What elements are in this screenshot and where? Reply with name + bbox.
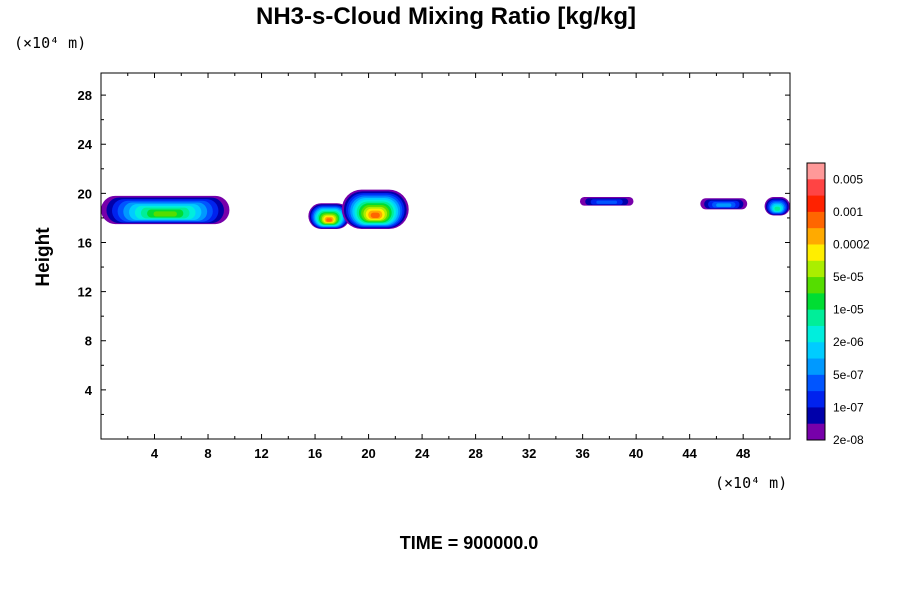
plot-frame [100, 72, 791, 440]
colorbar-swatch [807, 228, 825, 245]
cloud-region [101, 195, 230, 225]
y-tick-label: 4 [85, 383, 93, 398]
x-tick-label: 16 [308, 446, 322, 461]
y-tick-label: 8 [85, 334, 92, 349]
x-tick-label: 44 [682, 446, 697, 461]
cloud-region [308, 203, 350, 229]
y-tick-label: 24 [78, 137, 93, 152]
colorbar-swatch [807, 260, 825, 278]
y-axis-label: Height [33, 227, 54, 287]
colorbar-swatch [807, 211, 825, 229]
x-tick-label: 4 [151, 446, 159, 461]
x-tick-label: 20 [361, 446, 375, 461]
y-unit-label: (×10⁴ m) [14, 34, 86, 52]
cloud-region [764, 197, 790, 216]
cloud-contour-level [153, 211, 177, 217]
plot-data-layer [101, 189, 790, 229]
x-tick-label: 24 [415, 446, 430, 461]
y-tick-label: 20 [78, 186, 92, 201]
cloud-region [700, 198, 748, 210]
cloud-region [341, 189, 409, 229]
colorbar-swatch [807, 423, 825, 441]
time-label: TIME = 900000.0 [400, 533, 539, 553]
colorbar-swatch [807, 358, 825, 376]
colorbar-swatch [807, 277, 825, 294]
colorbar-swatch [807, 244, 825, 262]
cloud-contour-level [326, 218, 332, 222]
x-tick-label: 28 [468, 446, 482, 461]
x-tick-label: 48 [736, 446, 750, 461]
colorbar-label: 0.001 [833, 205, 863, 219]
colorbar-swatch [807, 179, 825, 196]
colorbar-swatch [807, 195, 825, 213]
cloud-contour-level [596, 200, 618, 204]
colorbar-swatch [807, 391, 825, 408]
x-tick-label: 40 [629, 446, 643, 461]
colorbar-swatch [807, 293, 825, 311]
colorbar-label: 5e-07 [833, 368, 864, 382]
colorbar-swatch [807, 163, 825, 180]
chart-title: NH3-s-Cloud Mixing Ratio [kg/kg] [256, 3, 636, 30]
colorbar: 0.005 0.001 0.0002 5e-05 1e-05 2e-06 5e-07 1e-0… [806, 162, 870, 447]
x-tick-label: 32 [522, 446, 536, 461]
x-tick-label: 12 [254, 446, 268, 461]
y-tick-label: 16 [78, 235, 92, 250]
colorbar-swatch [807, 342, 825, 359]
colorbar-swatch [807, 407, 825, 425]
colorbar-label: 1e-07 [833, 400, 864, 414]
colorbar-label: 2e-06 [833, 335, 864, 349]
y-tick-label: 12 [78, 285, 92, 300]
colorbar-label: 0.0002 [833, 237, 870, 251]
colorbar-label: 5e-05 [833, 270, 864, 284]
cloud-region [579, 197, 634, 206]
x-tick-label: 36 [575, 446, 589, 461]
x-tick-label: 8 [204, 446, 211, 461]
cloud-contour-level [370, 212, 380, 218]
colorbar-label: 2e-08 [833, 433, 864, 447]
colorbar-label: 1e-05 [833, 303, 864, 317]
cloud-contour-level [716, 203, 732, 207]
x-unit-label: (×10⁴ m) [715, 474, 787, 492]
colorbar-label: 0.005 [833, 172, 863, 186]
colorbar-swatch [807, 374, 825, 392]
y-tick-label: 28 [78, 88, 92, 103]
colorbar-swatch [807, 309, 825, 327]
colorbar-frame [806, 162, 826, 441]
cloud-contour-level [774, 206, 781, 211]
colorbar-swatch [807, 325, 825, 343]
